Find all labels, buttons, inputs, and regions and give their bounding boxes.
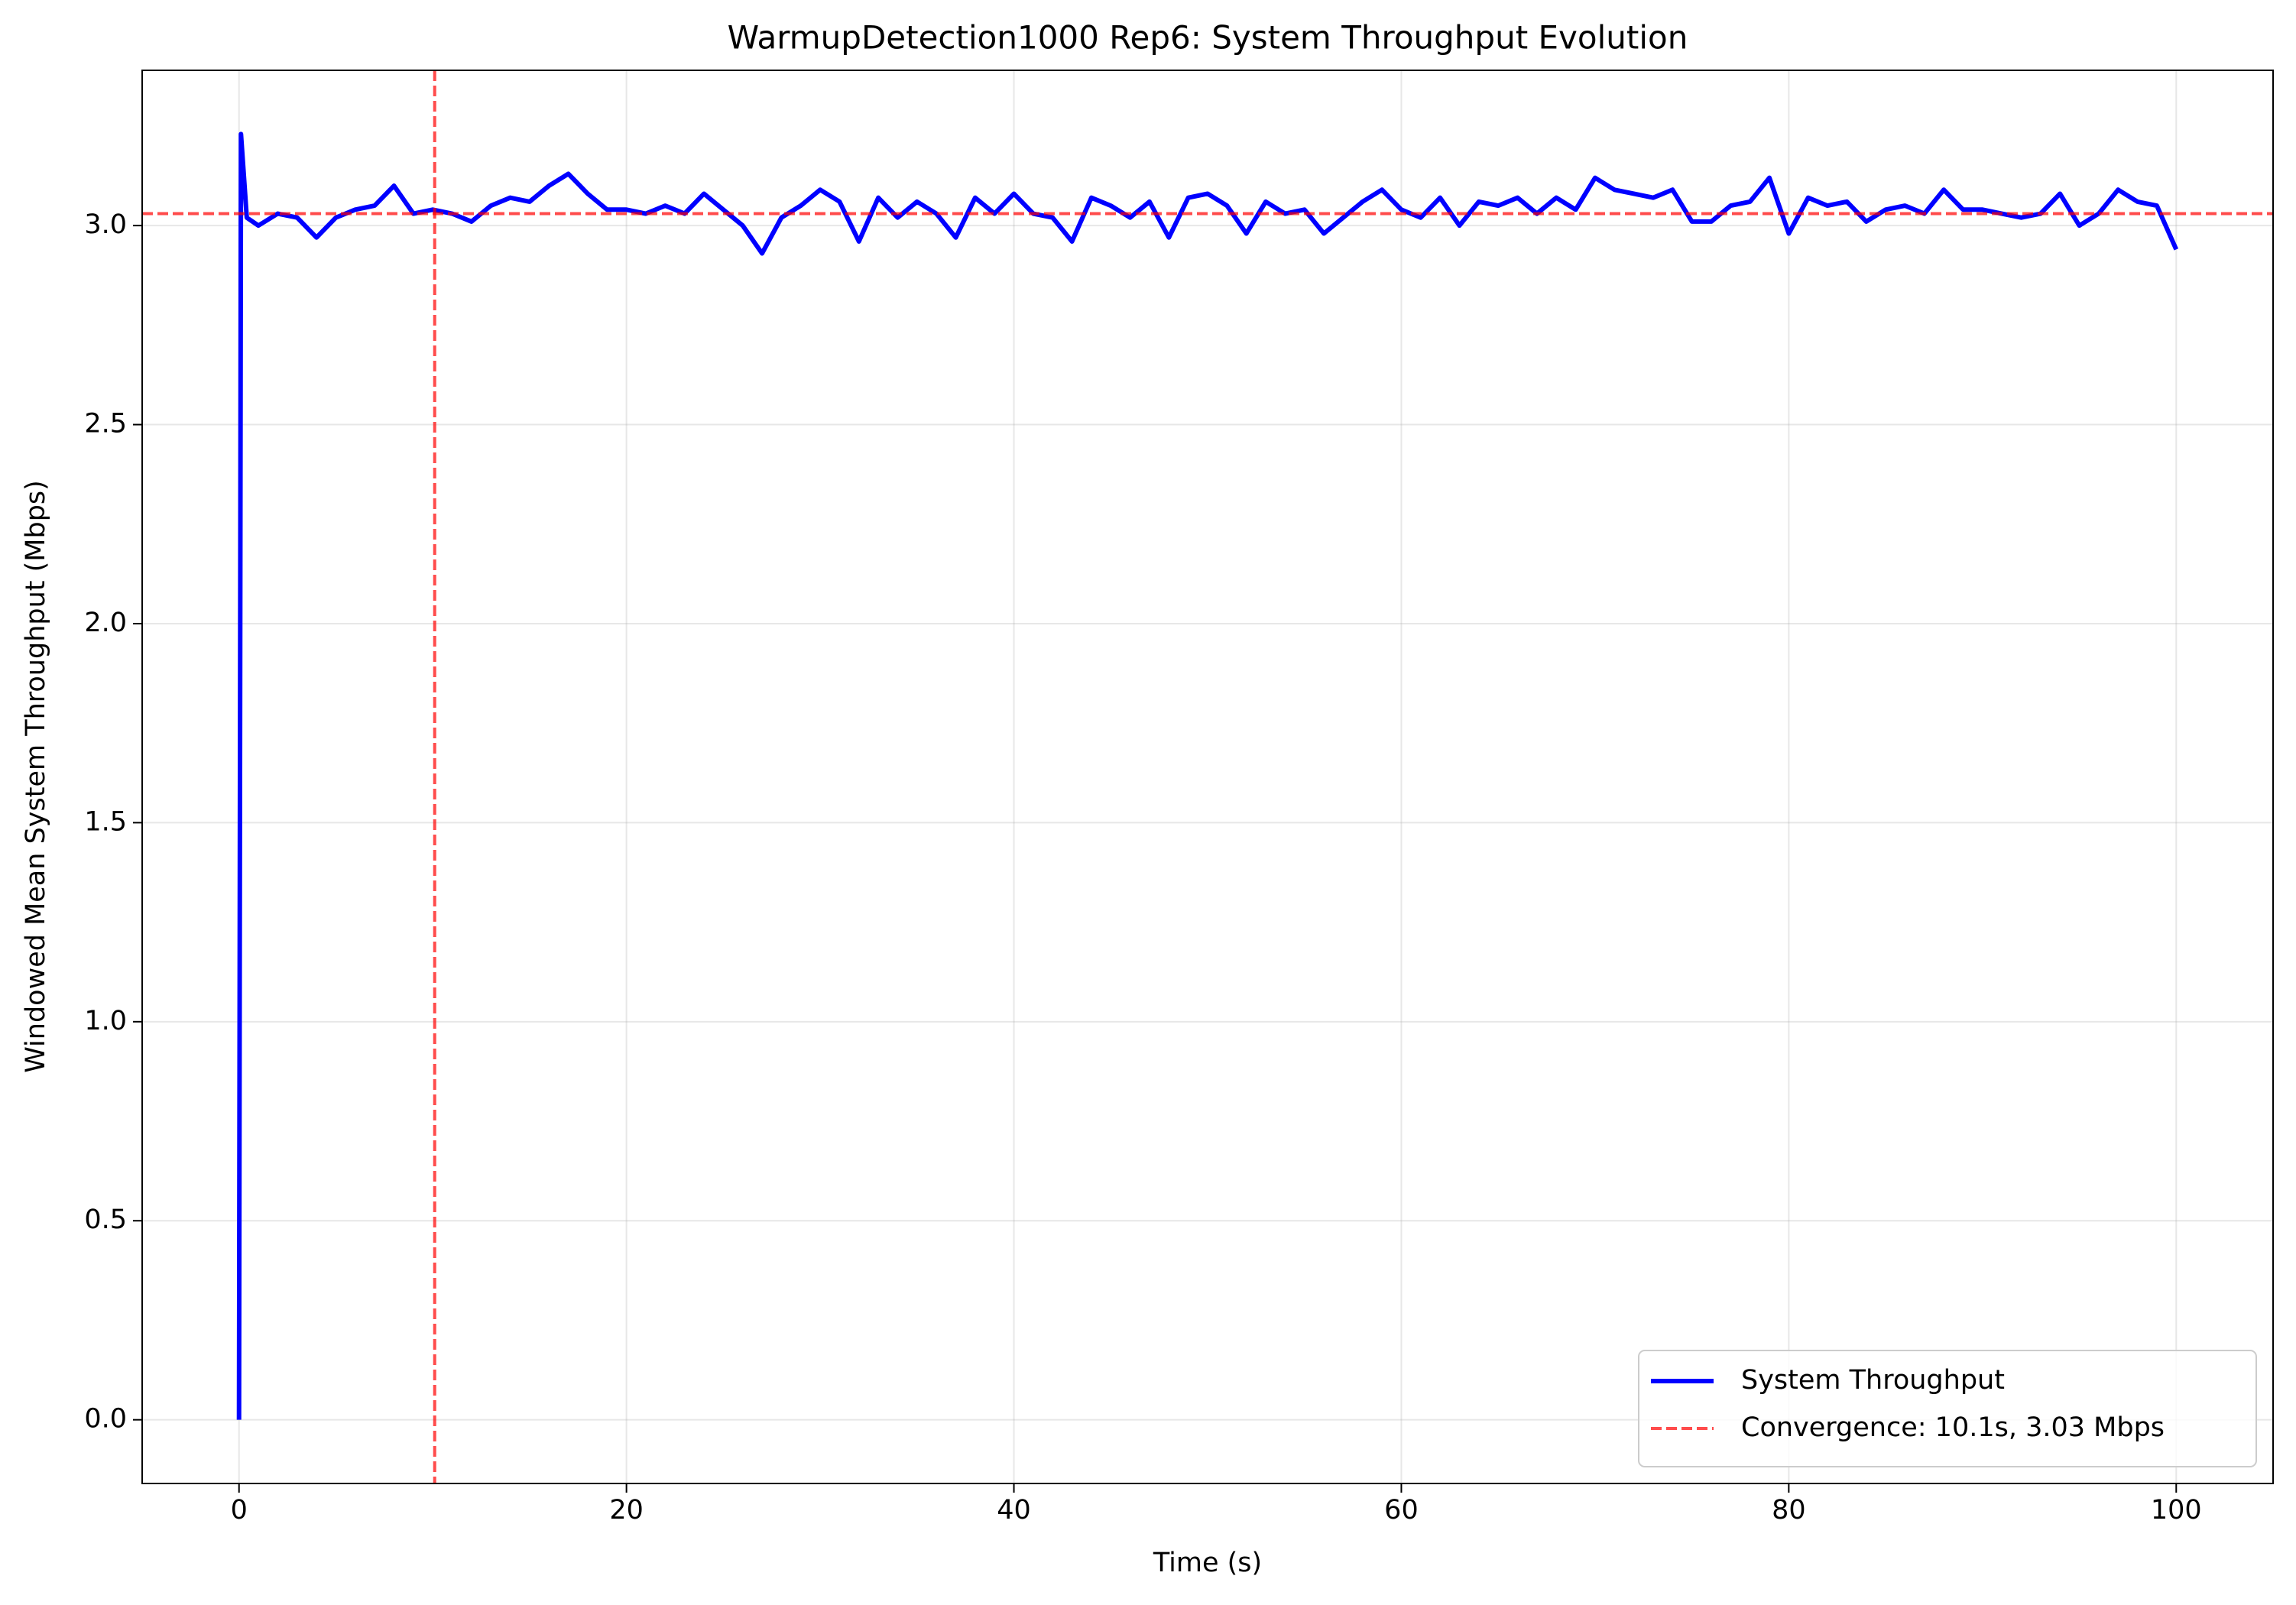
y-tick-label: 2.0 bbox=[84, 608, 127, 638]
x-tick-label: 60 bbox=[1384, 1495, 1419, 1526]
legend-label: Convergence: 10.1s, 3.03 Mbps bbox=[1741, 1412, 2165, 1443]
y-axis-label: Windowed Mean System Throughput (Mbps) bbox=[21, 480, 51, 1073]
x-axis-label: Time (s) bbox=[1153, 1548, 1262, 1578]
x-tick-label: 100 bbox=[2151, 1495, 2202, 1526]
chart-title: WarmupDetection1000 Rep6: System Through… bbox=[728, 19, 1688, 57]
x-tick-label: 20 bbox=[609, 1495, 644, 1526]
legend-label: System Throughput bbox=[1741, 1365, 2005, 1396]
x-tick-label: 40 bbox=[997, 1495, 1031, 1526]
x-tick-label: 80 bbox=[1772, 1495, 1806, 1526]
y-tick-label: 1.0 bbox=[84, 1006, 127, 1036]
x-tick-label: 0 bbox=[231, 1495, 248, 1526]
plot-frame bbox=[141, 70, 2274, 1484]
y-tick-label: 0.5 bbox=[84, 1205, 127, 1235]
y-tick-label: 3.0 bbox=[84, 209, 127, 240]
data-line bbox=[236, 131, 2179, 1420]
legend-box bbox=[1638, 1350, 2257, 1467]
y-tick-label: 1.5 bbox=[84, 806, 127, 837]
y-tick-label: 0.0 bbox=[84, 1404, 127, 1435]
y-tick-label: 2.5 bbox=[84, 409, 127, 439]
